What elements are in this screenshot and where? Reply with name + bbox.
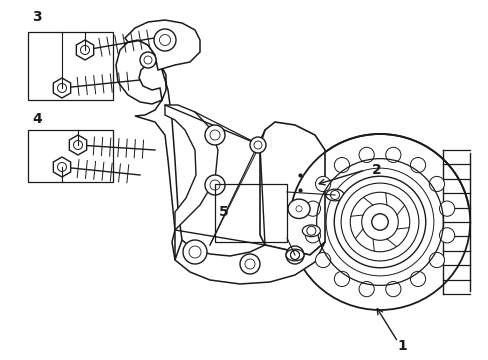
- Circle shape: [334, 176, 425, 268]
- Text: 1: 1: [396, 339, 406, 353]
- Circle shape: [358, 147, 373, 162]
- Text: 3: 3: [32, 10, 41, 24]
- Circle shape: [204, 175, 224, 195]
- Ellipse shape: [302, 225, 320, 237]
- Polygon shape: [76, 40, 94, 60]
- Circle shape: [305, 201, 320, 216]
- Circle shape: [240, 254, 260, 274]
- Circle shape: [183, 240, 206, 264]
- Bar: [28, 130, 113, 182]
- Polygon shape: [53, 78, 70, 98]
- Ellipse shape: [287, 199, 309, 219]
- Circle shape: [385, 147, 400, 162]
- Circle shape: [154, 29, 176, 51]
- Circle shape: [315, 252, 330, 267]
- Ellipse shape: [289, 134, 469, 310]
- Circle shape: [204, 125, 224, 145]
- Circle shape: [315, 176, 330, 192]
- Text: 2: 2: [371, 163, 381, 177]
- Text: 5: 5: [219, 205, 228, 219]
- Polygon shape: [172, 230, 325, 284]
- Circle shape: [409, 271, 425, 287]
- Polygon shape: [125, 20, 200, 70]
- Bar: [215, 184, 286, 242]
- Polygon shape: [69, 135, 86, 155]
- Circle shape: [305, 228, 320, 243]
- Polygon shape: [53, 157, 70, 177]
- Circle shape: [140, 52, 156, 68]
- Circle shape: [334, 158, 349, 173]
- Circle shape: [439, 201, 454, 216]
- Circle shape: [371, 214, 387, 230]
- Text: 4: 4: [32, 112, 41, 126]
- Circle shape: [439, 228, 454, 243]
- Circle shape: [249, 137, 265, 153]
- Bar: [28, 32, 113, 100]
- Circle shape: [358, 282, 373, 297]
- Polygon shape: [260, 122, 325, 255]
- Circle shape: [385, 282, 400, 297]
- Circle shape: [292, 203, 305, 215]
- Circle shape: [409, 158, 425, 173]
- Circle shape: [285, 246, 304, 264]
- Polygon shape: [116, 40, 182, 260]
- Circle shape: [428, 176, 444, 192]
- Ellipse shape: [325, 189, 343, 201]
- Polygon shape: [164, 105, 218, 230]
- Circle shape: [428, 252, 444, 267]
- Circle shape: [334, 271, 349, 287]
- Ellipse shape: [285, 249, 304, 261]
